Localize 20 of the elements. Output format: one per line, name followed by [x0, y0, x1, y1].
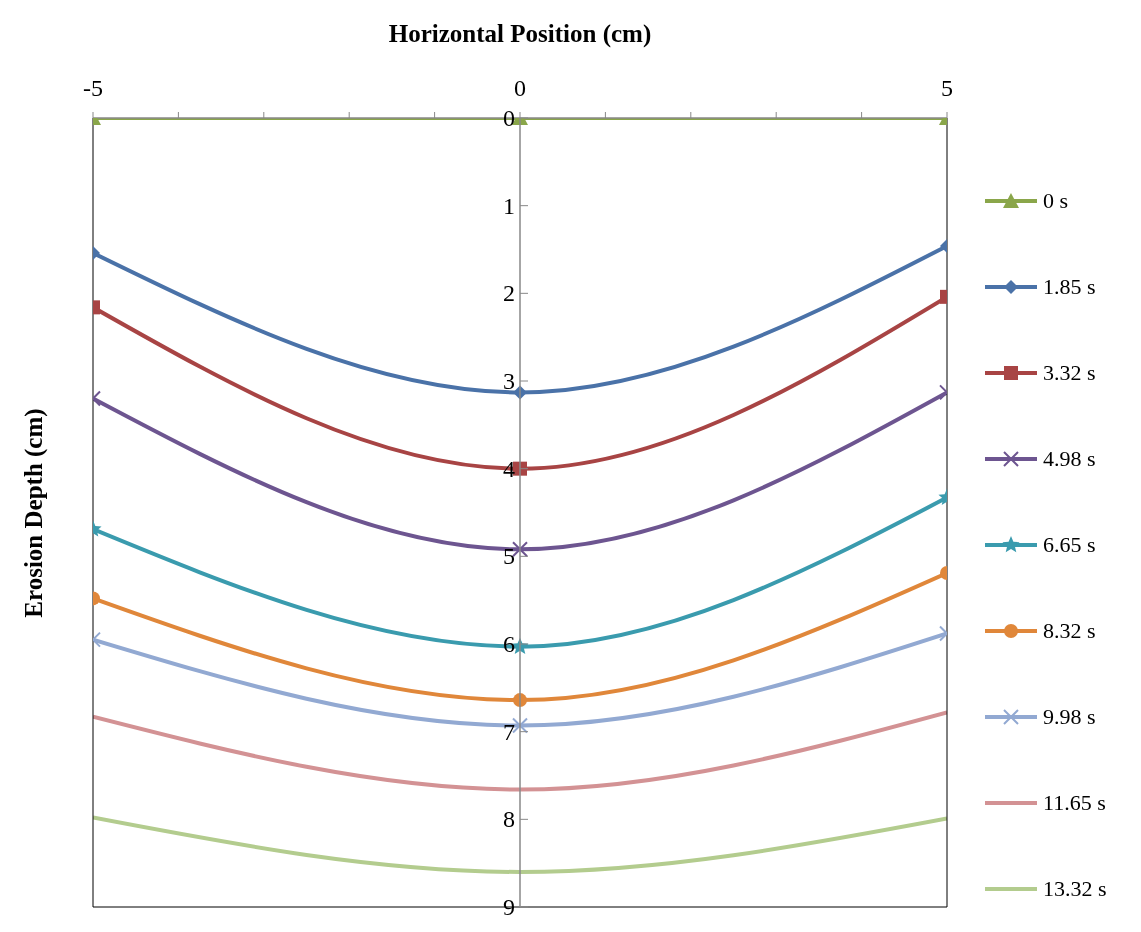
x-tick-label: -5 [83, 75, 103, 101]
y-tick-label: 9 [503, 894, 515, 920]
legend-label: 11.65 s [1043, 790, 1106, 816]
legend-label: 13.32 s [1043, 876, 1107, 902]
x-axis-title: Horizontal Position (cm) [387, 20, 653, 48]
y-tick-label: 1 [503, 192, 515, 219]
y-tick-label: 5 [503, 543, 515, 570]
y-tick-label: 2 [503, 280, 515, 307]
y-axis-title: Erosion Depth (cm) [20, 407, 48, 618]
legend-label: 3.32 s [1043, 360, 1096, 386]
y-tick-label: 3 [503, 368, 515, 394]
legend-label: 0 s [1043, 188, 1069, 214]
legend-label: 4.98 s [1043, 446, 1096, 472]
x-tick-label: 5 [941, 75, 953, 101]
y-tick-label: 7 [503, 718, 515, 745]
legend-label: 6.65 s [1043, 532, 1096, 558]
legend-label: 1.85 s [1043, 274, 1096, 300]
legend-label: 8.32 s [1043, 618, 1096, 644]
y-tick-label: 8 [503, 806, 515, 833]
legend-label: 9.98 s [1043, 704, 1096, 730]
